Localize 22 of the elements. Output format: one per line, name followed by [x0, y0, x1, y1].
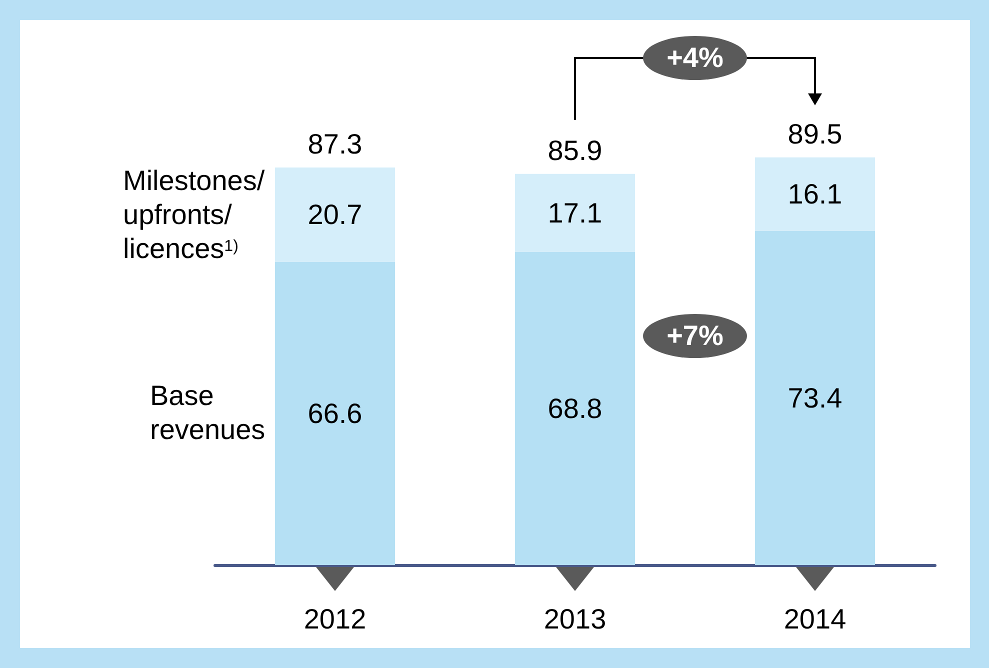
total-label: 89.5: [788, 118, 842, 150]
text: +4%: [643, 36, 747, 80]
series-label: Milestones/ upfronts/ licences$^{1)}$: [123, 164, 265, 266]
bar: [515, 252, 635, 565]
data-label: 16.1: [788, 178, 842, 210]
data-label: 66.6: [308, 398, 362, 429]
data-label: 68.8: [548, 392, 602, 424]
x-tick-label: 2013: [544, 604, 606, 634]
annotation: +7%: [643, 314, 747, 358]
bar: [515, 174, 635, 252]
total-label: 85.9: [548, 134, 602, 166]
bar: [275, 167, 395, 262]
x-tick-label: 2014: [784, 604, 846, 634]
bar: [275, 262, 395, 565]
bar: [755, 230, 875, 565]
bar: [755, 157, 875, 231]
total-label: 87.3: [308, 128, 362, 160]
data-label: 17.1: [548, 197, 602, 228]
data-label: 20.7: [308, 199, 362, 230]
data-label: 73.4: [788, 382, 842, 414]
series-label: Base revenues: [150, 379, 266, 448]
x-tick-label: 2012: [304, 604, 366, 634]
